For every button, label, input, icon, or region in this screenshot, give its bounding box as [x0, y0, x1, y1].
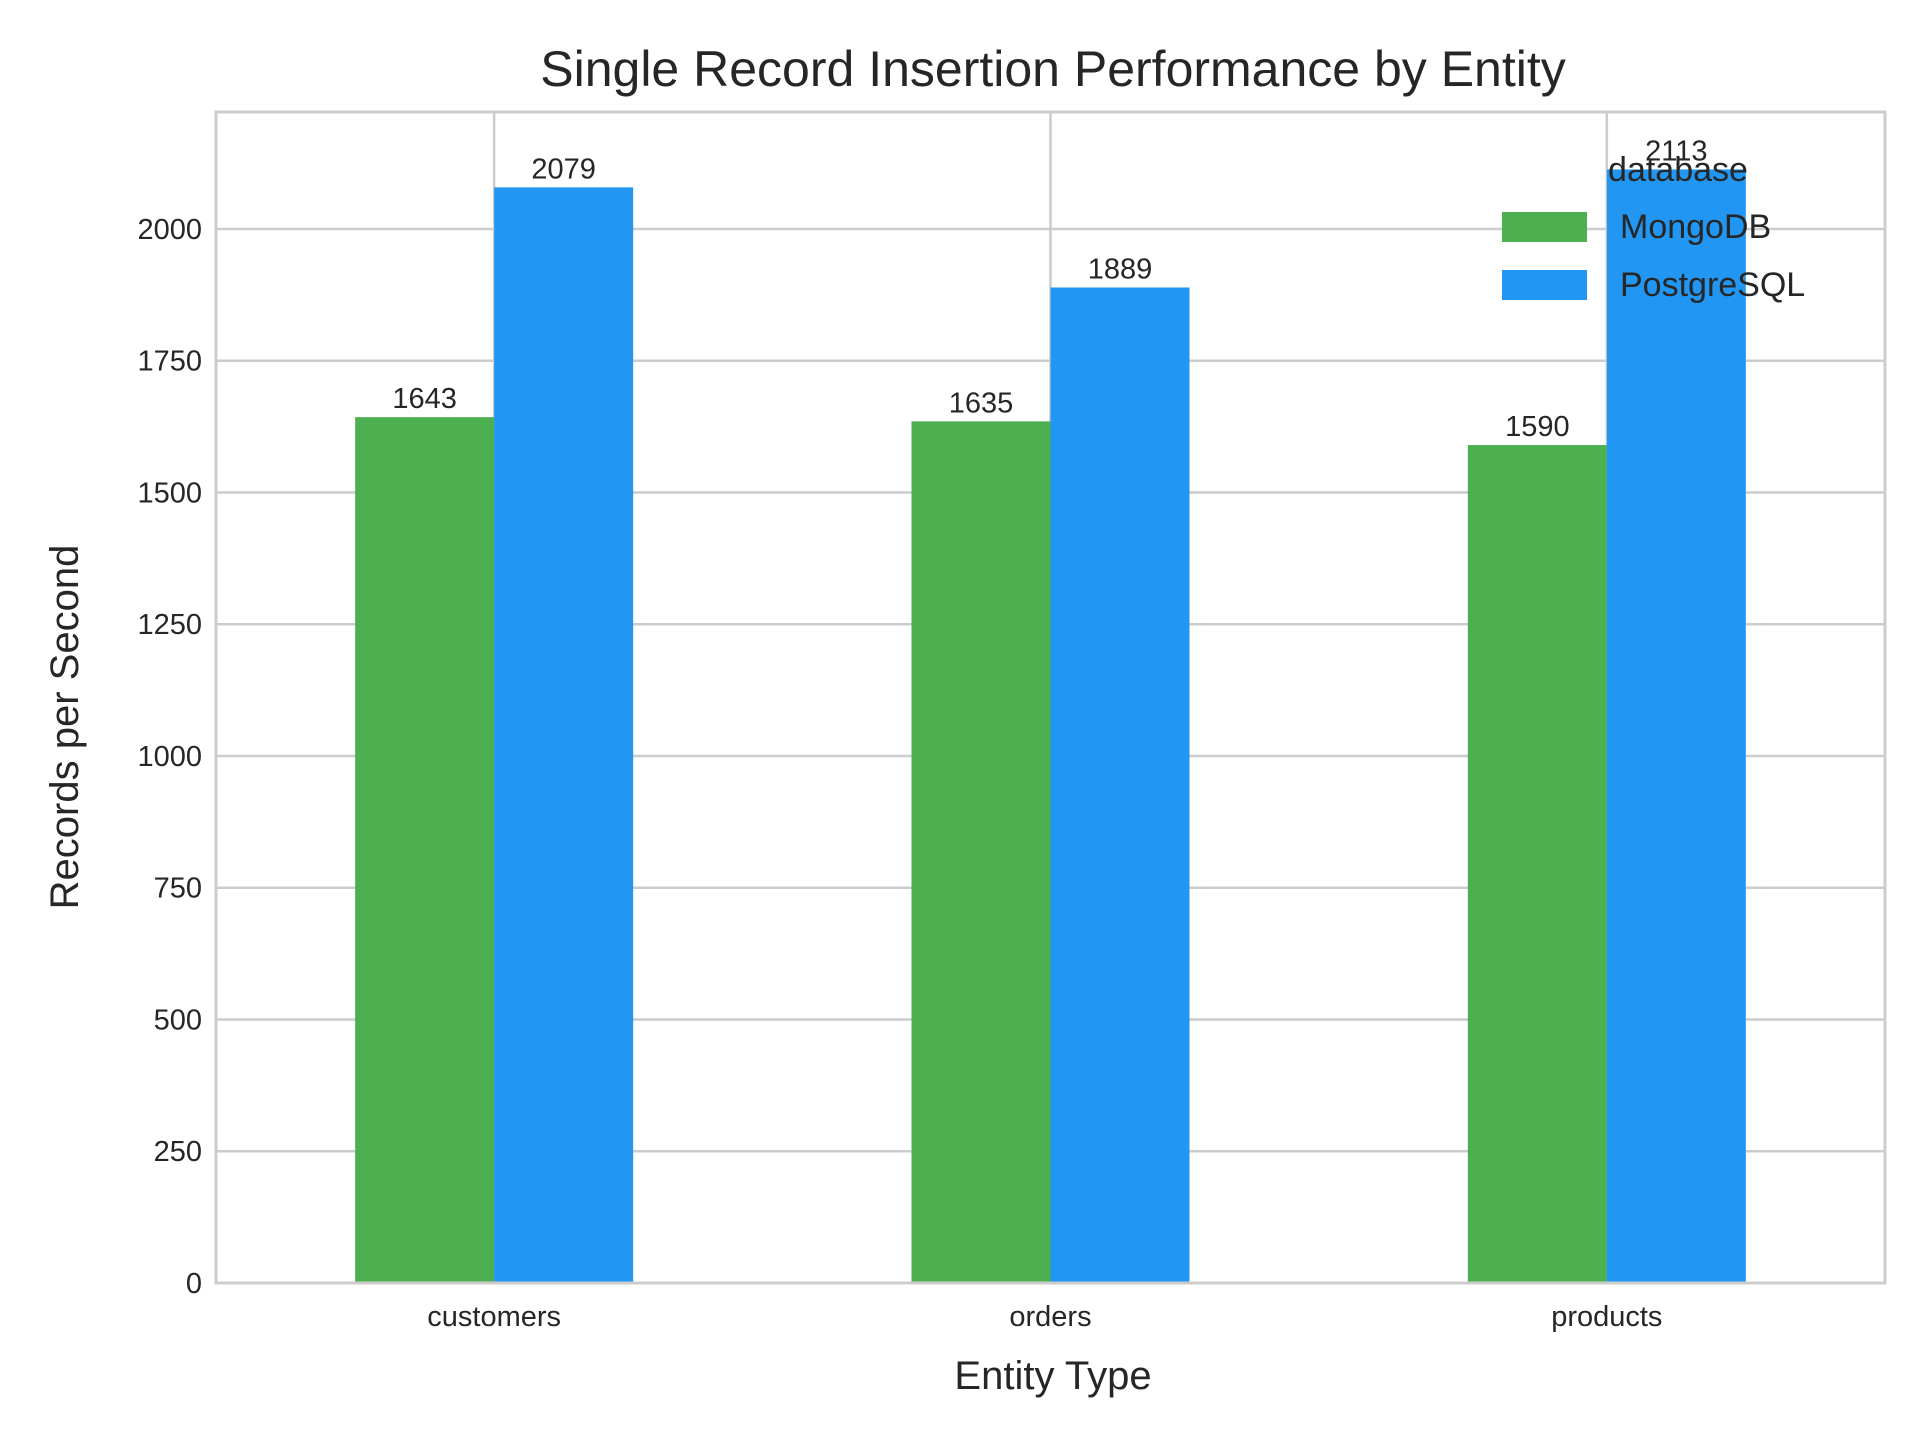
bar-label-mongodb-products: 1590: [1505, 411, 1570, 443]
legend: database MongoDB PostgreSQL: [1502, 151, 1805, 304]
bar-label-postgresql-orders: 1889: [1088, 253, 1153, 285]
y-tick-label: 1250: [137, 609, 202, 641]
bar-postgresql-customers: [494, 187, 634, 1284]
legend-label-mongodb: MongoDB: [1620, 208, 1771, 246]
bar-postgresql-orders: [1050, 287, 1190, 1283]
bar-value-labels: 1643 1635 1590 2079 1889 2113: [392, 135, 1707, 443]
x-tick-label-orders: orders: [1009, 1301, 1091, 1333]
bar-mongodb-orders: [911, 421, 1051, 1283]
bar-mongodb-products: [1467, 445, 1607, 1284]
legend-swatch-postgresql: [1502, 270, 1587, 300]
y-tick-label: 1000: [137, 741, 202, 773]
chart-title: Single Record Insertion Performance by E…: [540, 41, 1566, 97]
plot-frame: [214, 110, 1887, 1285]
y-axis-title: Records per Second: [43, 545, 87, 910]
y-tick-label: 0: [186, 1268, 202, 1300]
y-tick-label: 500: [154, 1004, 202, 1036]
x-axis-title: Entity Type: [954, 1354, 1151, 1398]
bars: [355, 169, 1746, 1284]
legend-label-postgresql: PostgreSQL: [1620, 266, 1805, 304]
y-tick-label: 250: [154, 1136, 202, 1168]
bar-postgresql-products: [1606, 169, 1746, 1283]
legend-swatch-mongodb: [1502, 212, 1587, 242]
bar-label-mongodb-orders: 1635: [949, 387, 1014, 419]
x-tick-label-products: products: [1551, 1301, 1662, 1333]
x-tick-label-customers: customers: [427, 1301, 561, 1333]
y-tick-label: 750: [154, 873, 202, 905]
y-tick-labels: 0 250 500 750 1000 1250 1500 1750 2000: [137, 214, 202, 1300]
y-tick-label: 1750: [137, 346, 202, 378]
y-tick-label: 1500: [137, 477, 202, 509]
bar-mongodb-customers: [355, 417, 495, 1284]
legend-title: database: [1608, 151, 1748, 189]
bar-label-postgresql-products: 2113: [1645, 135, 1707, 167]
bar-label-postgresql-customers: 2079: [531, 153, 596, 185]
x-tick-labels: customers orders products: [427, 1301, 1662, 1333]
y-tick-label: 2000: [137, 214, 202, 246]
bar-label-mongodb-customers: 1643: [392, 383, 457, 415]
